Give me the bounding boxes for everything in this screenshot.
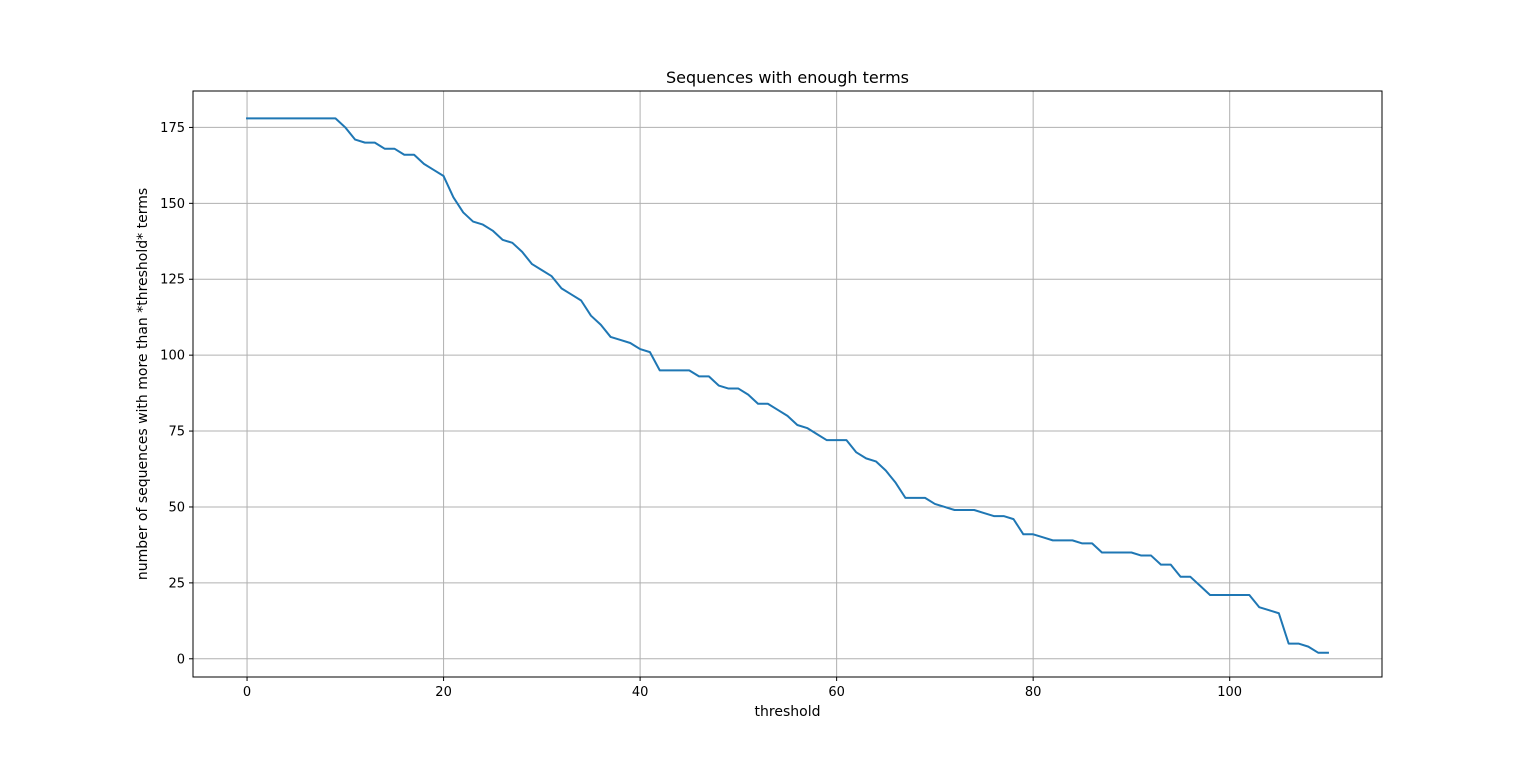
- y-axis-label: number of sequences with more than *thre…: [135, 188, 151, 580]
- y-tick-label: 75: [168, 425, 185, 440]
- series-line: [246, 117, 1329, 654]
- plot-frame: [192, 90, 1383, 678]
- series-layer: [246, 117, 1329, 654]
- x-tick-label: 100: [1217, 685, 1242, 700]
- y-tick-label: 175: [160, 121, 185, 136]
- axis-ticks: 0 20 40 60 80 100 0 25 50 75 100 125 150 175: [160, 121, 1242, 700]
- chart-title: Sequences with enough terms: [666, 68, 909, 87]
- x-tick-label: 20: [435, 685, 452, 700]
- y-tick-label: 100: [160, 349, 185, 364]
- x-tick-label: 40: [632, 685, 649, 700]
- x-tick-label: 60: [828, 685, 845, 700]
- y-tick-label: 125: [160, 273, 185, 288]
- grid: [193, 91, 1382, 677]
- y-tick-label: 150: [160, 197, 185, 212]
- x-axis-label: threshold: [755, 704, 821, 720]
- x-tick-label: 0: [243, 685, 251, 700]
- x-tick-label: 80: [1025, 685, 1042, 700]
- y-tick-label: 25: [168, 576, 185, 591]
- y-tick-label: 0: [177, 652, 185, 667]
- y-tick-label: 50: [168, 500, 185, 515]
